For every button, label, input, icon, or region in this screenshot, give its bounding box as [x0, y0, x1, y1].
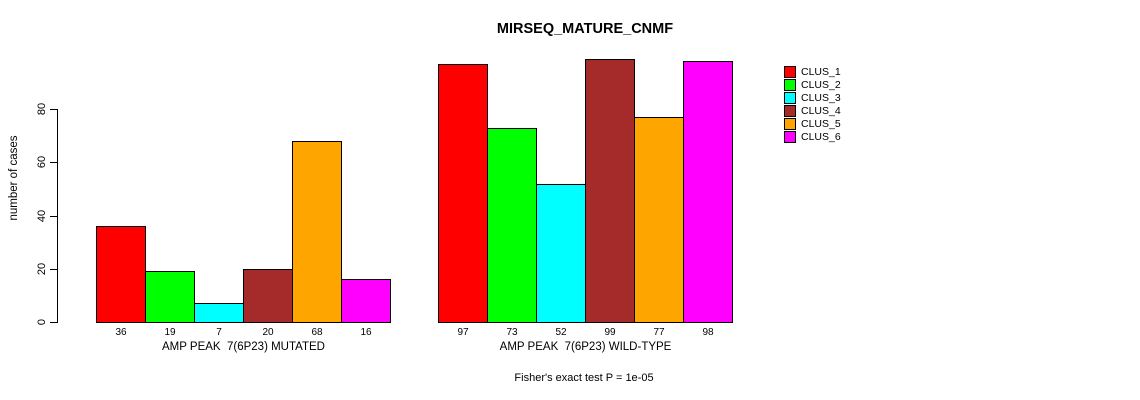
y-axis-tick [50, 322, 57, 323]
bar-clus_4-group2 [585, 59, 635, 323]
legend-label: CLUS_1 [801, 65, 841, 78]
bar-clus_3-group2 [536, 184, 586, 323]
bar-clus_1-group1 [96, 226, 146, 323]
y-axis-tick [50, 216, 57, 217]
bar-clus_2-group2 [487, 128, 537, 323]
legend-row: CLUS_2 [784, 78, 841, 91]
bar-value-label: 98 [702, 327, 714, 338]
bar-clus_3-group1 [194, 303, 244, 323]
bar-value-label: 73 [506, 327, 518, 338]
annotation-text: Fisher's exact test P = 1e-05 [514, 372, 654, 384]
y-axis-tick [50, 162, 57, 163]
bar-value-label: 16 [360, 327, 372, 338]
bar-value-label: 77 [653, 327, 665, 338]
y-axis-tick-label: 20 [36, 262, 48, 276]
bar-clus_5-group2 [634, 117, 684, 323]
legend-swatch-icon [784, 78, 796, 91]
legend-swatch-icon [784, 130, 796, 143]
legend-swatch-icon [784, 91, 796, 104]
legend-label: CLUS_4 [801, 104, 841, 117]
legend-swatch-icon [784, 104, 796, 117]
legend-row: CLUS_1 [784, 65, 841, 78]
bar-value-label: 20 [262, 327, 274, 338]
bar-value-label: 52 [555, 327, 567, 338]
y-axis-tick [50, 269, 57, 270]
bar-clus_6-group1 [341, 279, 391, 323]
chart-title: MIRSEQ_MATURE_CNMF [496, 21, 674, 37]
legend-label: CLUS_3 [801, 91, 841, 104]
legend-label: CLUS_2 [801, 78, 841, 91]
y-axis-tick-label: 60 [36, 155, 48, 169]
bar-value-label: 7 [216, 327, 222, 338]
bar-value-label: 97 [457, 327, 469, 338]
bar-value-label: 68 [311, 327, 323, 338]
y-axis-label: number of cases [8, 135, 20, 221]
legend-swatch-icon [784, 65, 796, 78]
legend-label: CLUS_6 [801, 130, 841, 143]
bar-value-label: 36 [115, 327, 127, 338]
bar-clus_5-group1 [292, 141, 342, 323]
bar-value-label: 99 [604, 327, 616, 338]
legend-label: CLUS_5 [801, 117, 841, 130]
y-axis-tick-label: 80 [36, 102, 48, 116]
legend-swatch-icon [784, 117, 796, 130]
legend-row: CLUS_4 [784, 104, 841, 117]
legend-row: CLUS_3 [784, 91, 841, 104]
x-axis-label-group1: AMP PEAK 7(6P23) MUTATED [162, 341, 325, 353]
y-axis-tick-label: 0 [36, 318, 48, 326]
legend-row: CLUS_5 [784, 117, 841, 130]
bar-clus_1-group2 [438, 64, 488, 323]
bar-value-label: 19 [164, 327, 176, 338]
legend-row: CLUS_6 [784, 130, 841, 143]
legend: CLUS_1 CLUS_2 CLUS_3 CLUS_4 CLUS_5 CLUS_6 [784, 65, 841, 143]
y-axis-line [57, 109, 58, 323]
bar-clus_4-group1 [243, 269, 293, 323]
bar-clus_2-group1 [145, 271, 195, 323]
bar-clus_6-group2 [683, 61, 733, 323]
y-axis-tick-label: 40 [36, 209, 48, 223]
x-axis-label-group2: AMP PEAK 7(6P23) WILD-TYPE [499, 341, 672, 353]
y-axis-tick [50, 109, 57, 110]
